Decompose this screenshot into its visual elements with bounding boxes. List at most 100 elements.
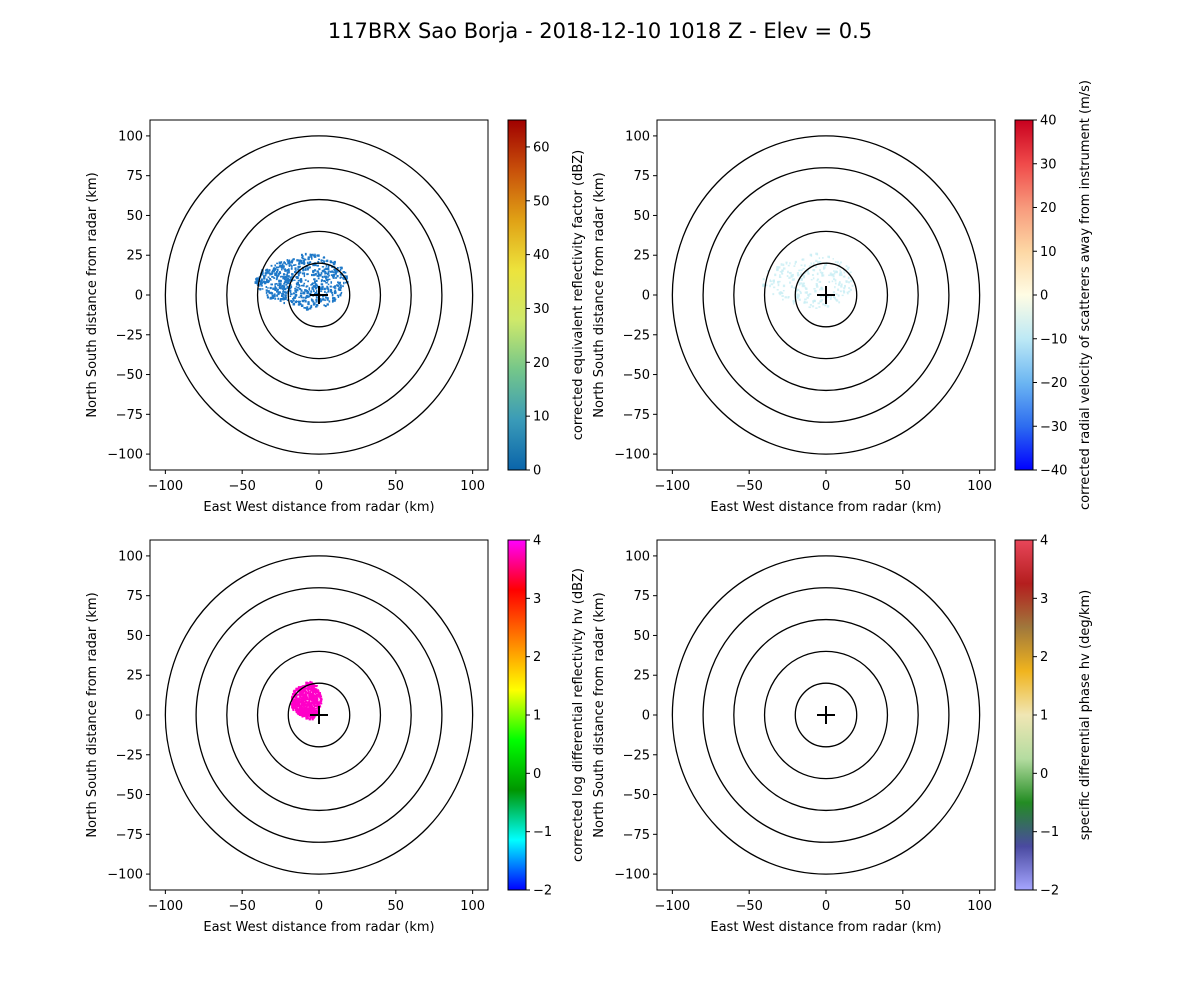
echo-cell — [772, 293, 775, 296]
panel-3: −100 −50 0 50 100 −100 −75 −50 −25 0 25 50 75 100 East… — [85, 534, 586, 936]
echo-cell — [309, 697, 312, 700]
y-tick-label: 0 — [642, 709, 650, 724]
echo-cell — [305, 704, 308, 707]
echo-cell — [280, 298, 282, 300]
echo-cell — [266, 294, 269, 297]
echo-cell — [333, 287, 337, 289]
echo-cell — [276, 262, 279, 265]
echo-cell — [322, 256, 326, 259]
echo-cell — [345, 277, 348, 280]
echo-cell — [268, 269, 271, 272]
colorbar-tick-label: 10 — [533, 410, 550, 425]
echo-cell — [292, 708, 294, 712]
echo-cell — [296, 259, 298, 262]
echo-cell — [334, 289, 337, 292]
echo-cell — [295, 286, 298, 288]
echo-cell — [254, 281, 258, 283]
echo-cell — [309, 688, 312, 691]
echo-cell — [314, 292, 317, 295]
echo-cell — [291, 298, 295, 300]
echo-cell — [817, 302, 820, 305]
echo-cell — [831, 280, 834, 283]
echo-cell — [821, 274, 824, 277]
echo-cell — [304, 706, 308, 710]
echo-cell — [308, 713, 311, 716]
echo-cells — [290, 680, 323, 721]
echo-cell — [345, 281, 348, 284]
echo-cell — [305, 705, 308, 708]
echo-cell — [329, 271, 332, 273]
echo-cell — [848, 290, 851, 293]
echo-cell — [260, 278, 263, 281]
echo-cell — [282, 288, 285, 290]
echo-cell — [284, 279, 288, 282]
echo-cell — [287, 261, 290, 265]
echo-cell — [840, 273, 843, 277]
echo-cell — [302, 710, 305, 713]
echo-cell — [270, 283, 273, 286]
echo-cell — [339, 276, 342, 279]
y-tick-label: 25 — [633, 249, 650, 264]
echo-cell — [333, 297, 336, 299]
echo-cell — [317, 274, 320, 278]
echo-cell — [342, 285, 344, 288]
echo-cell — [310, 693, 313, 696]
echo-cell — [793, 265, 796, 267]
echo-cell — [816, 272, 819, 276]
echo-cell — [333, 285, 336, 288]
range-ring — [702, 167, 950, 423]
echo-cell — [801, 258, 805, 261]
y-tick-label: 0 — [642, 289, 650, 304]
echo-cell — [273, 277, 276, 279]
echo-cell — [769, 280, 772, 283]
echo-cell — [311, 694, 315, 697]
echo-cell — [326, 286, 329, 289]
echo-cell — [296, 711, 299, 713]
echo-cell — [315, 296, 318, 299]
echo-cell — [833, 272, 836, 275]
echo-cell — [307, 301, 310, 304]
echo-cell — [762, 283, 765, 286]
echo-cells — [254, 252, 349, 311]
plot-area — [671, 555, 981, 875]
echo-cell — [792, 299, 795, 303]
echo-cell — [302, 709, 304, 712]
echo-cell — [327, 271, 330, 275]
echo-cell — [265, 286, 268, 289]
colorbar-tick-label: 40 — [1040, 114, 1057, 129]
echo-cell — [820, 286, 823, 290]
echo-cell — [821, 257, 824, 259]
echo-cell — [304, 692, 307, 695]
echo-cell — [300, 692, 302, 696]
echo-cell — [847, 276, 850, 280]
echo-cell — [281, 265, 284, 267]
echo-cell — [311, 257, 313, 260]
echo-cell — [299, 288, 301, 290]
echo-cell — [834, 296, 837, 300]
echo-cell — [301, 701, 304, 704]
echo-cell — [281, 275, 284, 278]
echo-cell — [304, 709, 308, 712]
echo-cell — [297, 713, 300, 716]
echo-cell — [301, 704, 304, 707]
colorbar-tick-label: 20 — [1040, 201, 1057, 216]
echo-cell — [309, 306, 313, 309]
echo-cell — [303, 262, 305, 266]
echo-cell — [336, 294, 339, 297]
echo-cell — [294, 289, 296, 292]
echo-cell — [300, 699, 303, 701]
echo-cell — [274, 285, 277, 288]
echo-cell — [281, 266, 285, 269]
echo-cell — [308, 705, 311, 709]
echo-cell — [806, 291, 808, 294]
echo-cell — [294, 295, 297, 298]
echo-cell — [313, 684, 315, 686]
echo-cell — [306, 711, 309, 713]
echo-cell — [301, 685, 304, 688]
echo-cell — [782, 298, 784, 301]
echo-cell — [287, 260, 290, 263]
echo-cell — [305, 307, 308, 310]
echo-cell — [810, 262, 813, 265]
colorbar-tick-label: 30 — [1040, 157, 1057, 172]
echo-cell — [311, 717, 314, 721]
